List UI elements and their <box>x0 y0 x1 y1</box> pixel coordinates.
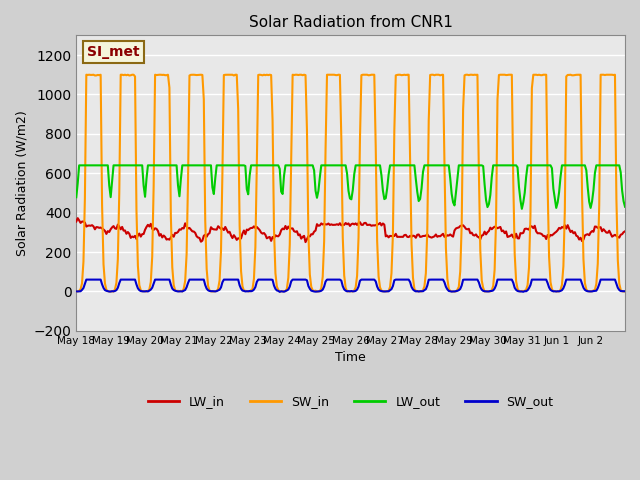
Line: LW_in: LW_in <box>76 218 625 242</box>
LW_in <box>358 222 365 228</box>
LW_in <box>621 228 629 234</box>
LW_in <box>93 224 100 230</box>
Text: SI_met: SI_met <box>87 45 140 59</box>
LW_out <box>621 204 629 210</box>
LW_in <box>74 216 81 221</box>
LW_out <box>620 198 627 204</box>
SW_out <box>93 277 100 283</box>
SW_out <box>276 289 284 295</box>
SW_out <box>109 288 117 294</box>
LW_out <box>465 162 473 168</box>
SW_out <box>467 277 474 283</box>
Title: Solar Radiation from CNR1: Solar Radiation from CNR1 <box>249 15 452 30</box>
SW_in <box>621 288 629 294</box>
Y-axis label: Solar Radiation (W/m2): Solar Radiation (W/m2) <box>15 110 28 256</box>
SW_in <box>467 72 474 78</box>
LW_out <box>76 162 83 168</box>
SW_in <box>72 288 80 294</box>
SW_out <box>72 288 80 294</box>
LW_in <box>72 218 80 224</box>
LW_out <box>93 162 100 168</box>
SW_out <box>548 288 556 294</box>
SW_in <box>620 288 627 294</box>
LW_in <box>109 223 117 229</box>
SW_out <box>621 288 629 294</box>
LW_out <box>518 206 525 212</box>
SW_out <box>620 288 627 294</box>
SW_in <box>548 286 556 292</box>
SW_in <box>93 72 100 78</box>
Line: SW_in: SW_in <box>76 75 625 291</box>
SW_in <box>83 72 90 78</box>
Line: LW_out: LW_out <box>76 165 625 209</box>
SW_in <box>106 288 113 294</box>
X-axis label: Time: Time <box>335 351 366 364</box>
LW_out <box>548 165 556 171</box>
LW_out <box>72 194 80 200</box>
LW_in <box>467 230 474 236</box>
LW_out <box>109 162 117 168</box>
LW_in <box>620 229 627 235</box>
Line: SW_out: SW_out <box>76 280 625 292</box>
LW_out <box>356 162 364 168</box>
LW_in <box>301 239 309 245</box>
SW_out <box>83 277 90 283</box>
LW_in <box>548 232 556 238</box>
SW_in <box>111 287 119 292</box>
SW_in <box>358 72 365 78</box>
SW_out <box>358 277 365 283</box>
Legend: LW_in, SW_in, LW_out, SW_out: LW_in, SW_in, LW_out, SW_out <box>143 390 559 413</box>
